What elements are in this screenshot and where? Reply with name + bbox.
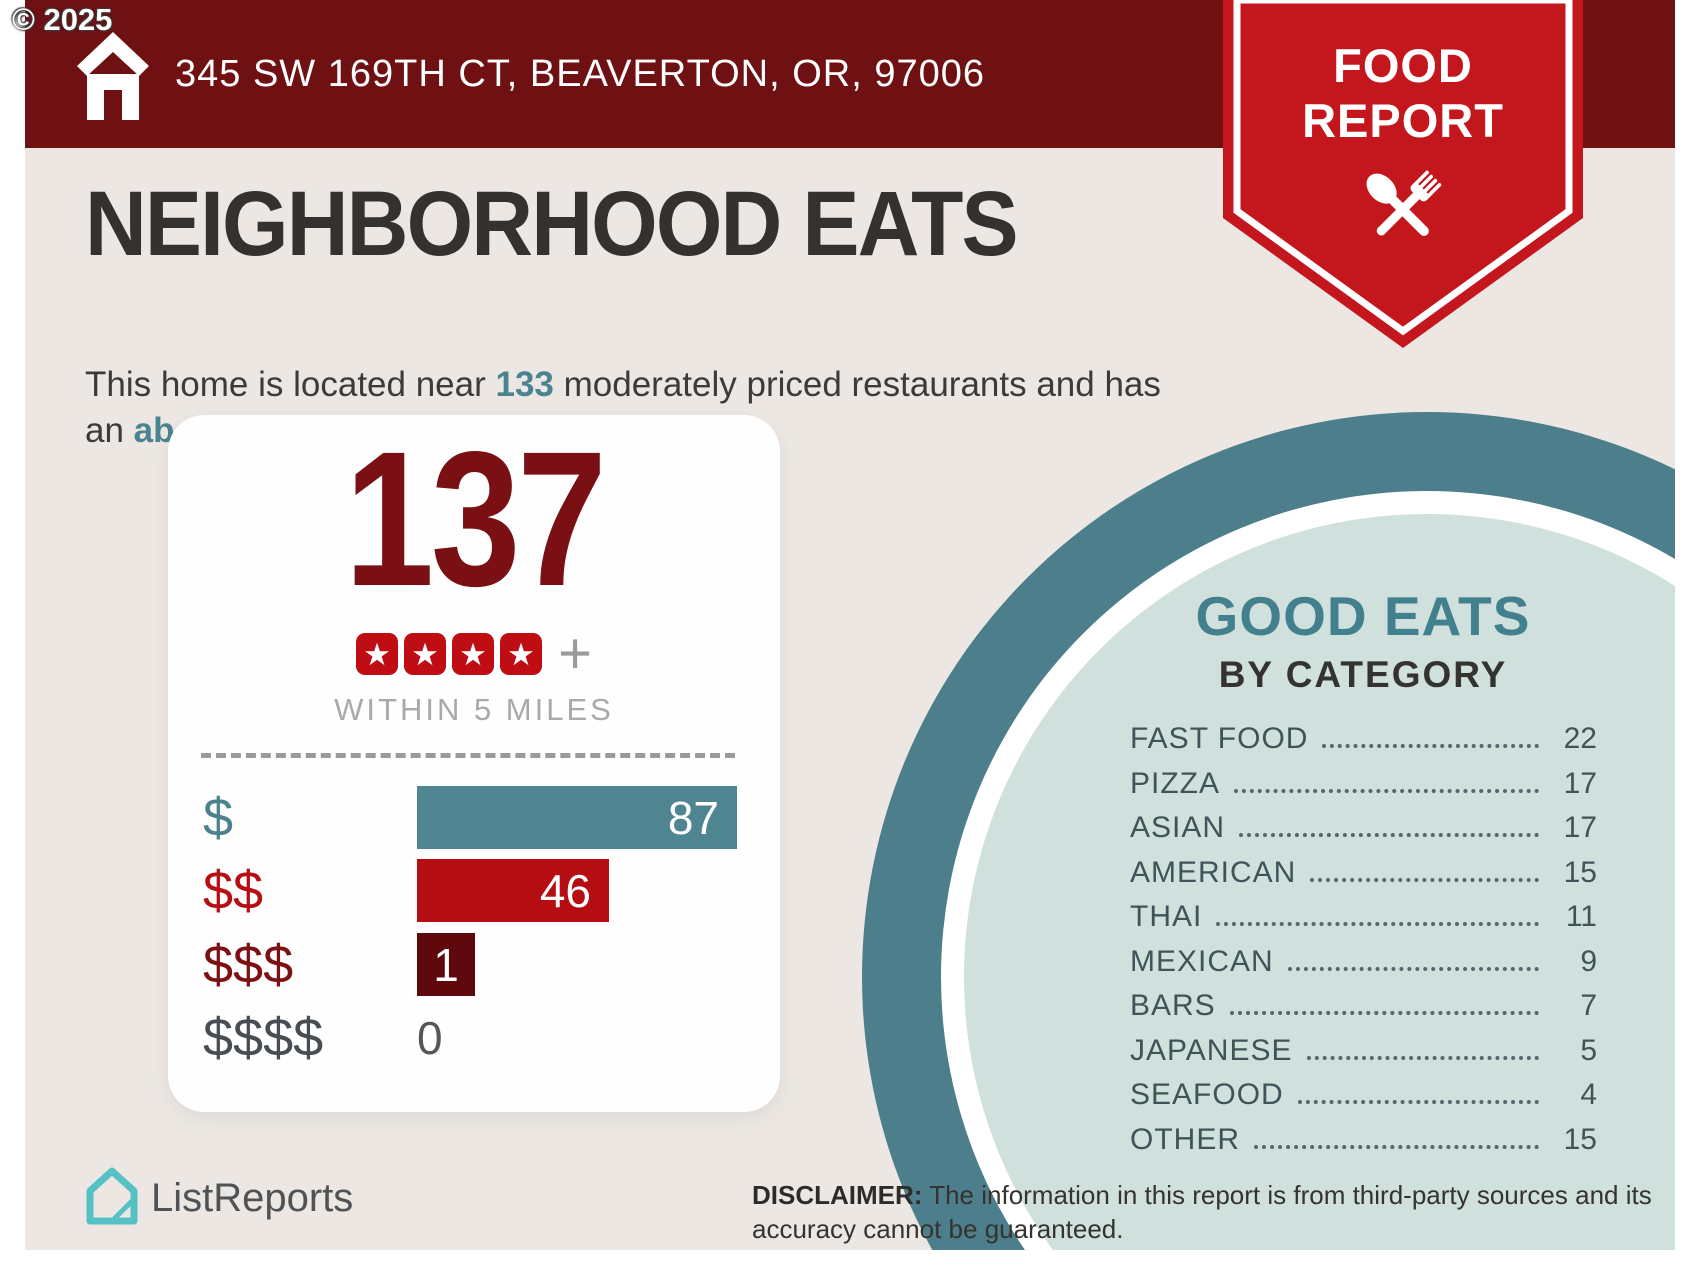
badge-title: FOOD REPORT	[1223, 38, 1583, 148]
category-label: OTHER	[1130, 1122, 1240, 1156]
ribbon-shape-icon	[1223, 0, 1583, 348]
disclaimer-line2: accuracy cannot be guaranteed.	[752, 1214, 1124, 1244]
category-row: THAI 11	[1130, 900, 1597, 945]
dotted-leader	[1287, 966, 1539, 971]
category-label: SEAFOOD	[1130, 1078, 1284, 1111]
dotted-leader	[1234, 788, 1539, 793]
dotted-leader	[1239, 833, 1539, 837]
category-label: ASIAN	[1130, 811, 1226, 844]
intro-text-middle: moderately priced restaurants and has an	[85, 365, 1161, 450]
copyright-notice: © 2025	[12, 2, 113, 37]
restaurant-count: 133	[495, 365, 554, 404]
price-row: $$ 46	[203, 859, 753, 922]
price-bar-value: 0	[417, 1011, 443, 1064]
category-value: 5	[1580, 1033, 1597, 1067]
good-eats-subtitle: BY CATEGORY	[1218, 654, 1508, 695]
badge-title-line1: FOOD	[1333, 39, 1473, 92]
category-label: FAST FOOD	[1130, 722, 1309, 755]
category-row: MEXICAN 9	[1130, 945, 1597, 990]
category-row: ASIAN 17	[1130, 811, 1597, 856]
disclaimer: DISCLAIMER: The information in this repo…	[752, 1178, 1652, 1246]
price-row: $$$$ 0	[203, 1006, 753, 1069]
dotted-leader	[1254, 1144, 1539, 1149]
dotted-leader	[1229, 1011, 1539, 1015]
price-bar: 87	[417, 786, 737, 849]
price-tier-label: $$$	[203, 934, 294, 995]
star-rating: ★ ★ ★ ★ +	[168, 621, 780, 686]
star-icon: ★	[356, 633, 399, 675]
price-tier-label: $$$$	[203, 1007, 324, 1068]
category-label: PIZZA	[1130, 766, 1221, 800]
good-eats-title: GOOD EATS	[1195, 585, 1531, 647]
home-icon	[75, 30, 151, 127]
good-eats-panel: GOOD EATS BY CATEGORY FAST FOOD 22 PIZZA 1…	[1105, 584, 1621, 1167]
price-tier-label: $	[203, 787, 234, 848]
disclaimer-text1: The information in this report is from t…	[929, 1180, 1652, 1210]
dashed-divider	[201, 753, 735, 758]
category-value: 17	[1563, 811, 1597, 844]
dotted-leader	[1297, 1100, 1539, 1104]
category-row: SEAFOOD 4	[1130, 1078, 1597, 1123]
category-row: JAPANESE 5	[1130, 1034, 1597, 1079]
spoon-fork-icon	[1349, 156, 1457, 269]
price-bar-value: 1	[433, 938, 459, 991]
category-value: 15	[1563, 1122, 1597, 1156]
category-label: AMERICAN	[1130, 855, 1297, 889]
property-address: 345 SW 169TH CT, BEAVERTON, OR, 97006	[175, 52, 985, 95]
category-label: THAI	[1130, 900, 1203, 933]
disclaimer-label: DISCLAIMER:	[752, 1180, 923, 1210]
total-restaurants: 137	[344, 411, 606, 626]
category-label: MEXICAN	[1130, 944, 1274, 978]
category-row: BARS 7	[1130, 989, 1597, 1034]
dotted-leader	[1322, 744, 1539, 748]
category-value: 4	[1580, 1078, 1597, 1111]
radius-label: WITHIN 5 MILES	[334, 692, 614, 727]
category-row: PIZZA 17	[1130, 767, 1597, 812]
category-value: 15	[1563, 855, 1597, 889]
disclaimer-line1: DISCLAIMER: The information in this repo…	[752, 1178, 1652, 1212]
category-value: 9	[1580, 944, 1597, 978]
category-value: 7	[1580, 989, 1597, 1022]
price-bar: 0	[417, 1006, 443, 1069]
category-row: OTHER 15	[1130, 1123, 1597, 1168]
category-list: FAST FOOD 22 PIZZA 17 ASIAN 17 AMERICAN 15 T…	[1105, 722, 1621, 1167]
stats-card: 137 ★ ★ ★ ★ + WITHIN 5 MILES $ 87 $$ 46 $$$ …	[168, 415, 780, 1112]
dotted-leader	[1306, 1055, 1539, 1060]
price-bar: 1	[417, 933, 475, 996]
price-bar-value: 46	[539, 864, 591, 917]
listreports-logo: ListReports	[85, 1166, 353, 1231]
price-tier-label: $$	[203, 860, 264, 921]
report-page: 345 SW 169TH CT, BEAVERTON, OR, 97006 FO…	[25, 0, 1675, 1250]
listreports-house-icon	[85, 1166, 139, 1231]
intro-text-prefix: This home is located near	[85, 365, 496, 404]
badge-title-line2: REPORT	[1302, 94, 1504, 147]
page-title: NEIGHBORHOOD EATS	[85, 173, 1019, 275]
star-icon: ★	[452, 633, 495, 675]
category-label: JAPANESE	[1130, 1033, 1293, 1067]
food-report-badge: FOOD REPORT	[1223, 0, 1583, 352]
price-bar-value: 87	[667, 791, 719, 844]
category-row: AMERICAN 15	[1130, 856, 1597, 901]
dotted-leader	[1216, 922, 1539, 926]
category-value: 17	[1563, 766, 1597, 800]
category-label: BARS	[1130, 989, 1216, 1022]
price-row: $ 87	[203, 786, 753, 849]
price-bar: 46	[417, 859, 609, 922]
category-row: FAST FOOD 22	[1130, 722, 1597, 767]
plus-sign: +	[558, 621, 592, 686]
listreports-wordmark: ListReports	[151, 1176, 354, 1220]
star-icon: ★	[404, 633, 447, 675]
dotted-leader	[1310, 877, 1539, 882]
category-value: 11	[1565, 900, 1597, 933]
category-value: 22	[1563, 722, 1597, 755]
price-row: $$$ 1	[203, 933, 753, 996]
star-icon: ★	[500, 633, 543, 675]
